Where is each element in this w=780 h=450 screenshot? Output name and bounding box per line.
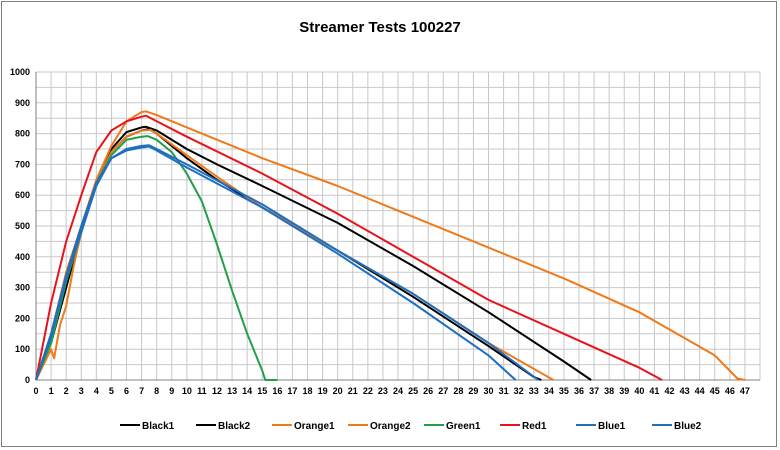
x-tick-label: 31 xyxy=(499,386,509,396)
x-tick-label: 6 xyxy=(124,386,129,396)
legend-label-orange1: Orange1 xyxy=(294,421,335,432)
x-tick-label: 1 xyxy=(49,386,54,396)
axes xyxy=(35,72,760,381)
x-tick-label: 33 xyxy=(529,386,539,396)
x-tick-labels: 0 1 2 3 4 5 6 7 8 9 10 11 12 13 14 15 16 17 18 19 20 21 22 23 24… xyxy=(33,386,749,396)
y-tick-label: 300 xyxy=(15,283,30,293)
legend-label-blue2: Blue2 xyxy=(674,421,702,432)
x-tick-label: 12 xyxy=(212,386,222,396)
x-tick-label: 14 xyxy=(242,386,252,396)
x-tick-label: 29 xyxy=(468,386,478,396)
x-tick-label: 2 xyxy=(64,386,69,396)
y-tick-labels: 0 100 200 300 400 500 600 700 800 900 1000 xyxy=(10,67,30,385)
y-tick-label: 400 xyxy=(15,252,30,262)
x-tick-label: 45 xyxy=(710,386,720,396)
legend-label-red1: Red1 xyxy=(522,421,547,432)
x-tick-label: 46 xyxy=(725,386,735,396)
x-tick-label: 0 xyxy=(33,386,38,396)
x-tick-label: 34 xyxy=(544,386,554,396)
x-tick-label: 36 xyxy=(574,386,584,396)
x-tick-label: 42 xyxy=(664,386,674,396)
x-tick-label: 15 xyxy=(257,386,267,396)
x-tick-label: 16 xyxy=(272,386,282,396)
x-tick-label: 24 xyxy=(393,386,403,396)
x-tick-label: 21 xyxy=(348,386,358,396)
x-tick-label: 40 xyxy=(634,386,644,396)
series-line-red1 xyxy=(35,114,663,381)
x-tick-label: 10 xyxy=(182,386,192,396)
x-tick-label: 18 xyxy=(302,386,312,396)
x-tick-label: 22 xyxy=(363,386,373,396)
x-tick-label: 11 xyxy=(197,386,207,396)
x-tick-label: 41 xyxy=(649,386,659,396)
x-tick-label: 43 xyxy=(680,386,690,396)
y-tick-label: 800 xyxy=(15,129,30,139)
x-tick-label: 13 xyxy=(227,386,237,396)
series-line-blue1 xyxy=(35,145,517,381)
y-tick-label: 900 xyxy=(15,98,30,108)
x-tick-label: 28 xyxy=(453,386,463,396)
y-tick-label: 1000 xyxy=(10,67,30,77)
x-tick-label: 8 xyxy=(154,386,159,396)
series-line-orange1 xyxy=(35,128,554,381)
series-line-orange2 xyxy=(35,110,746,381)
x-tick-label: 27 xyxy=(438,386,448,396)
x-tick-label: 17 xyxy=(287,386,297,396)
x-tick-label: 19 xyxy=(318,386,328,396)
series-lines xyxy=(35,110,746,381)
x-tick-label: 32 xyxy=(514,386,524,396)
x-tick-label: 23 xyxy=(378,386,388,396)
y-tick-label: 200 xyxy=(15,313,30,323)
x-tick-label: 47 xyxy=(740,386,750,396)
x-tick-label: 9 xyxy=(169,386,174,396)
y-tick-label: 0 xyxy=(25,375,30,385)
legend-label-black2: Black2 xyxy=(218,421,251,432)
x-tick-label: 4 xyxy=(94,386,99,396)
chart-title: Streamer Tests 100227 xyxy=(299,19,461,36)
x-tick-label: 26 xyxy=(423,386,433,396)
grid xyxy=(36,71,761,380)
y-tick-label: 100 xyxy=(15,344,30,354)
legend-label-orange2: Orange2 xyxy=(370,421,411,432)
x-tick-label: 3 xyxy=(79,386,84,396)
legend-label-black1: Black1 xyxy=(142,421,175,432)
y-tick-label: 600 xyxy=(15,190,30,200)
series-line-blue2 xyxy=(35,144,539,381)
x-tick-label: 44 xyxy=(695,386,705,396)
legend-label-blue1: Blue1 xyxy=(598,421,626,432)
y-tick-label: 700 xyxy=(15,159,30,169)
x-tick-label: 5 xyxy=(109,386,114,396)
x-tick-label: 37 xyxy=(589,386,599,396)
legend-label-green1: Green1 xyxy=(446,421,481,432)
x-tick-label: 30 xyxy=(483,386,493,396)
x-tick-label: 25 xyxy=(408,386,418,396)
x-tick-label: 35 xyxy=(559,386,569,396)
legend: Black1 Black2 Orange1 Orange2 Green1 Red1 Blue… xyxy=(120,421,702,432)
x-tick-label: 20 xyxy=(333,386,343,396)
x-tick-label: 38 xyxy=(604,386,614,396)
x-tick-label: 7 xyxy=(139,386,144,396)
y-tick-label: 500 xyxy=(15,221,30,231)
x-tick-label: 39 xyxy=(619,386,629,396)
